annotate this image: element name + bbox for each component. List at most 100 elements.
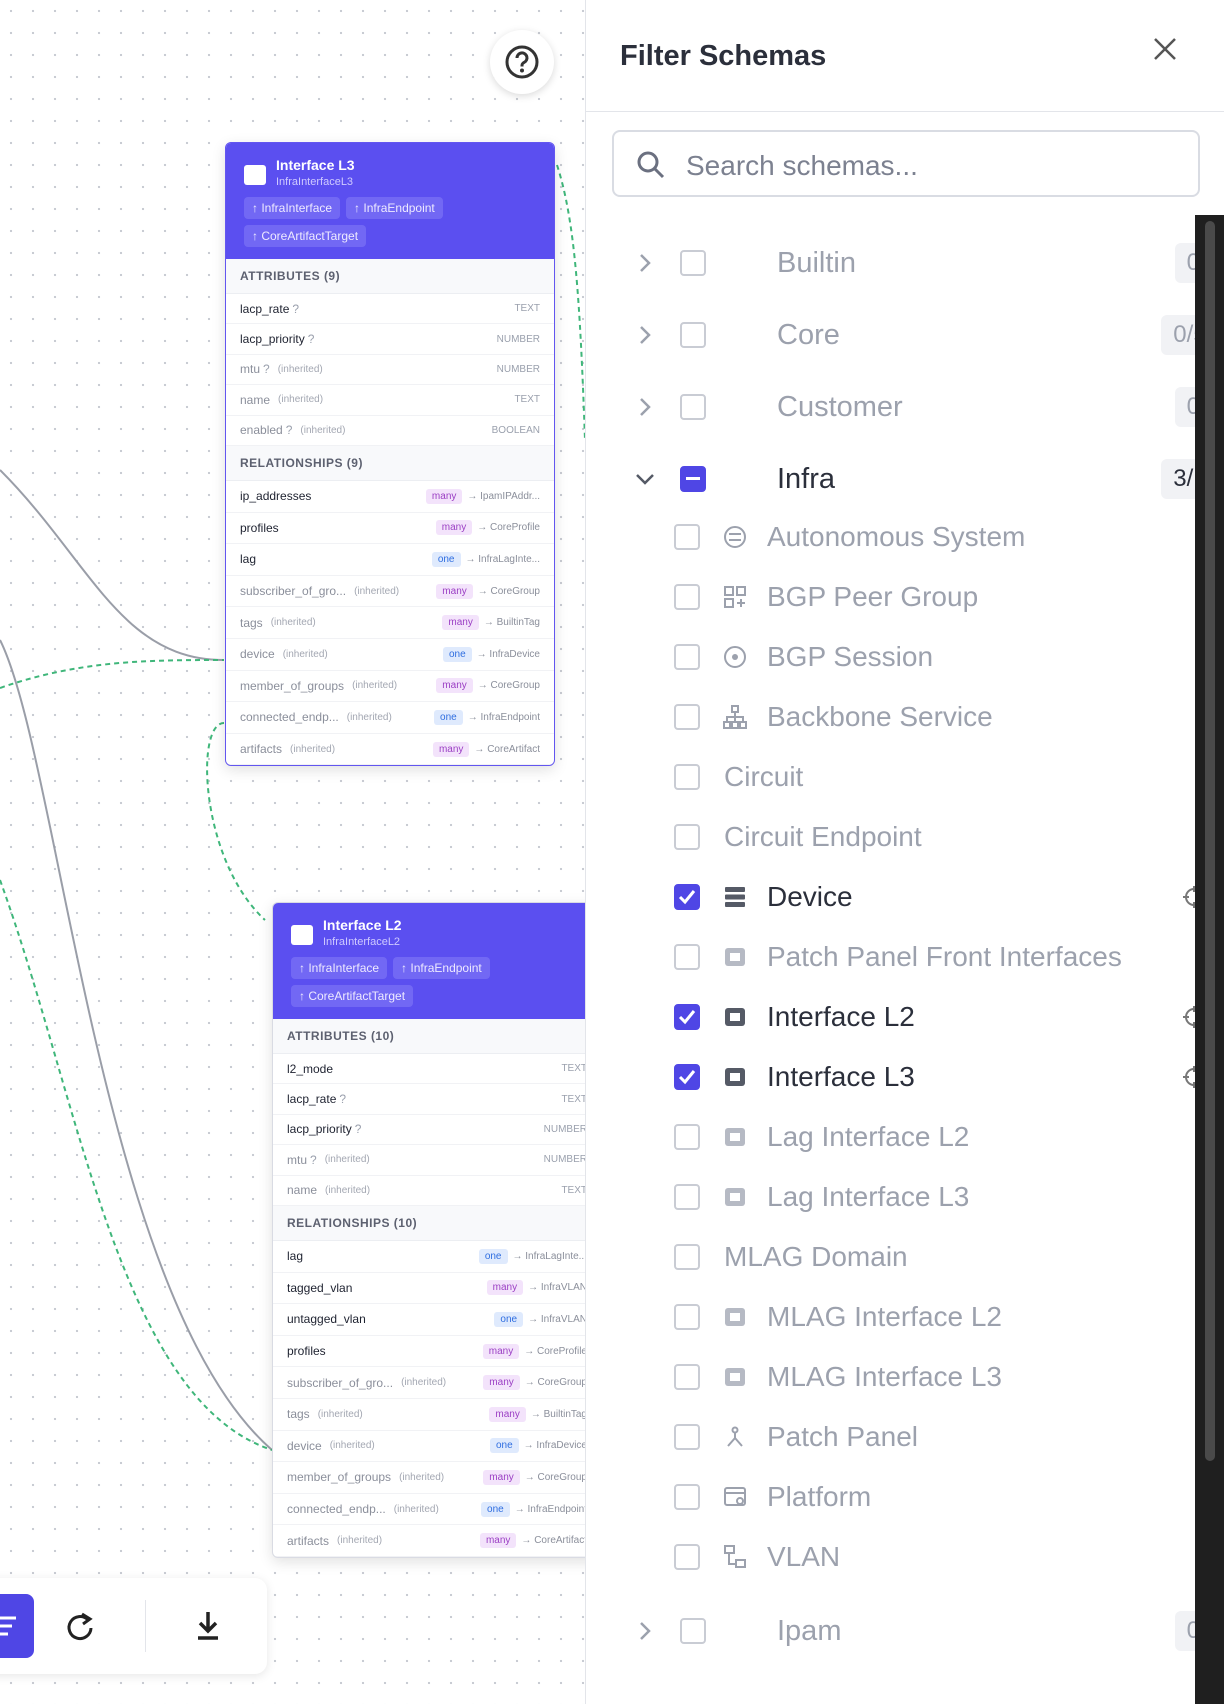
relationship-row: tags (inherited) many → BuiltinTag bbox=[273, 1399, 585, 1431]
attribute-type: BOOLEAN bbox=[491, 424, 540, 436]
group-checkbox[interactable] bbox=[680, 394, 706, 420]
peer: → CoreGroup bbox=[524, 1471, 585, 1483]
item-checkbox[interactable] bbox=[674, 644, 700, 670]
item-checkbox[interactable] bbox=[674, 1184, 700, 1210]
item-name: MLAG Interface L2 bbox=[767, 1301, 1003, 1332]
peer: → CoreGroup bbox=[524, 1377, 585, 1389]
item-icon bbox=[725, 1368, 745, 1386]
item-name: BGP Session bbox=[767, 641, 934, 672]
group-checkbox[interactable] bbox=[680, 466, 706, 492]
relationship-name: subscriber_of_gro... bbox=[287, 1375, 394, 1390]
schema-group[interactable]: Infra3/18 bbox=[632, 449, 1224, 509]
schema-item[interactable]: Platform bbox=[632, 1469, 1224, 1525]
group-name: Builtin bbox=[777, 247, 856, 279]
item-checkbox[interactable] bbox=[674, 1004, 700, 1030]
inherited-note: (inherited) bbox=[270, 617, 316, 629]
item-checkbox[interactable] bbox=[674, 1124, 700, 1150]
schema-item[interactable]: Circuit Endpoint bbox=[632, 809, 1224, 865]
relationship-name: ip_addresses bbox=[240, 489, 312, 504]
edge bbox=[0, 879, 273, 1451]
item-checkbox[interactable] bbox=[674, 1304, 700, 1330]
schema-item[interactable]: MLAG Interface L2 bbox=[632, 1289, 1224, 1345]
attribute-row: lacp_priority? NUMBER bbox=[226, 324, 554, 355]
inherit-chip: ↑ InfraInterface bbox=[244, 197, 341, 219]
item-icon bbox=[725, 1008, 745, 1026]
relationship-row: subscriber_of_gro... (inherited) many → Cor… bbox=[226, 576, 554, 608]
edge bbox=[556, 164, 585, 441]
schema-item[interactable]: Circuit bbox=[632, 749, 1224, 805]
inherited-note: (inherited) bbox=[325, 1184, 371, 1196]
item-checkbox[interactable] bbox=[674, 524, 700, 550]
search-placeholder: Search schemas... bbox=[686, 150, 918, 181]
schema-item[interactable]: Interface L2 bbox=[632, 989, 1224, 1045]
item-checkbox[interactable] bbox=[674, 824, 700, 850]
schema-item[interactable]: Lag Interface L2 bbox=[632, 1109, 1224, 1165]
item-checkbox[interactable] bbox=[674, 1064, 700, 1090]
relationship-name: artifacts bbox=[287, 1533, 330, 1548]
item-checkbox[interactable] bbox=[674, 1364, 700, 1390]
close-button[interactable] bbox=[1152, 36, 1178, 62]
attribute-name: enabled bbox=[240, 423, 283, 438]
item-name: Device bbox=[767, 881, 853, 912]
schema-item[interactable]: MLAG Interface L3 bbox=[632, 1349, 1224, 1405]
schema-item[interactable]: Interface L3 bbox=[632, 1049, 1224, 1105]
schema-group[interactable]: Builtin0/1 bbox=[632, 233, 1224, 293]
attribute-type: TEXT bbox=[561, 1063, 585, 1075]
peer: → IpamIPAddr... bbox=[467, 490, 540, 502]
attribute-type: TEXT bbox=[561, 1184, 585, 1196]
node-card[interactable]: Interface L2 InfraInterfaceL2 ↑ InfraInter… bbox=[272, 902, 585, 1558]
item-checkbox[interactable] bbox=[674, 584, 700, 610]
peer: → InfraLagInte... bbox=[465, 553, 541, 565]
node-card[interactable]: Interface L3 InfraInterfaceL3 ↑ InfraInter… bbox=[225, 142, 555, 767]
inherited-note: (inherited) bbox=[337, 1535, 383, 1547]
layout-button[interactable] bbox=[0, 1594, 34, 1658]
attribute-row: enabled? (inherited) BOOLEAN bbox=[226, 416, 554, 446]
cardinality: many bbox=[425, 488, 463, 504]
cardinality: many bbox=[486, 1280, 524, 1296]
node-header: Interface L2 InfraInterfaceL2 ↑ InfraInter… bbox=[273, 903, 585, 1019]
section-label: RELATIONSHIPS (10) bbox=[273, 1205, 585, 1241]
schema-group[interactable]: Customer0/1 bbox=[632, 377, 1224, 437]
peer: → CoreArtifact bbox=[521, 1535, 585, 1547]
search-input[interactable]: Search schemas... bbox=[612, 130, 1200, 197]
group-checkbox[interactable] bbox=[680, 250, 706, 276]
schema-item[interactable]: Patch Panel Front Interfaces bbox=[632, 929, 1224, 985]
schema-item[interactable]: Patch Panel bbox=[632, 1409, 1224, 1465]
schema-item[interactable]: VLAN bbox=[632, 1529, 1224, 1585]
group-checkbox[interactable] bbox=[680, 322, 706, 348]
schema-group[interactable]: Core0/52 bbox=[632, 305, 1224, 365]
schema-group[interactable]: Ipam0/3 bbox=[632, 1601, 1224, 1661]
peer: → InfraLagInte... bbox=[512, 1250, 586, 1262]
item-checkbox[interactable] bbox=[674, 764, 700, 790]
group-name: Ipam bbox=[777, 1615, 842, 1647]
peer: → CoreProfile bbox=[477, 522, 540, 534]
item-name: Patch Panel Front Interfaces bbox=[767, 941, 1122, 972]
item-name: Lag Interface L2 bbox=[767, 1121, 970, 1152]
schema-item[interactable]: Autonomous System bbox=[632, 509, 1224, 565]
refresh-button[interactable] bbox=[62, 1608, 98, 1644]
optional-mark: ? bbox=[285, 423, 293, 438]
item-icon bbox=[725, 1128, 745, 1146]
schema-item[interactable]: Lag Interface L3 bbox=[632, 1169, 1224, 1225]
item-checkbox[interactable] bbox=[674, 884, 700, 910]
schema-item[interactable]: BGP Session bbox=[632, 629, 1224, 685]
item-checkbox[interactable] bbox=[674, 1244, 700, 1270]
relationship-name: profiles bbox=[240, 520, 279, 535]
item-checkbox[interactable] bbox=[674, 1544, 700, 1570]
optional-mark: ? bbox=[263, 362, 270, 377]
download-button[interactable] bbox=[190, 1608, 226, 1644]
group-checkbox[interactable] bbox=[680, 1618, 706, 1644]
item-checkbox[interactable] bbox=[674, 944, 700, 970]
attribute-type: TEXT bbox=[561, 1093, 585, 1105]
schema-item[interactable]: Backbone Service bbox=[632, 689, 1224, 745]
item-checkbox[interactable] bbox=[674, 1484, 700, 1510]
attribute-name: name bbox=[240, 392, 271, 407]
inherited-note: (inherited) bbox=[393, 1503, 439, 1515]
help-button[interactable] bbox=[490, 30, 554, 94]
item-checkbox[interactable] bbox=[674, 704, 700, 730]
relationship-name: untagged_vlan bbox=[287, 1312, 366, 1327]
item-checkbox[interactable] bbox=[674, 1424, 700, 1450]
schema-item[interactable]: Device bbox=[632, 869, 1224, 925]
schema-item[interactable]: MLAG Domain bbox=[632, 1229, 1224, 1285]
schema-item[interactable]: BGP Peer Group bbox=[632, 569, 1224, 625]
